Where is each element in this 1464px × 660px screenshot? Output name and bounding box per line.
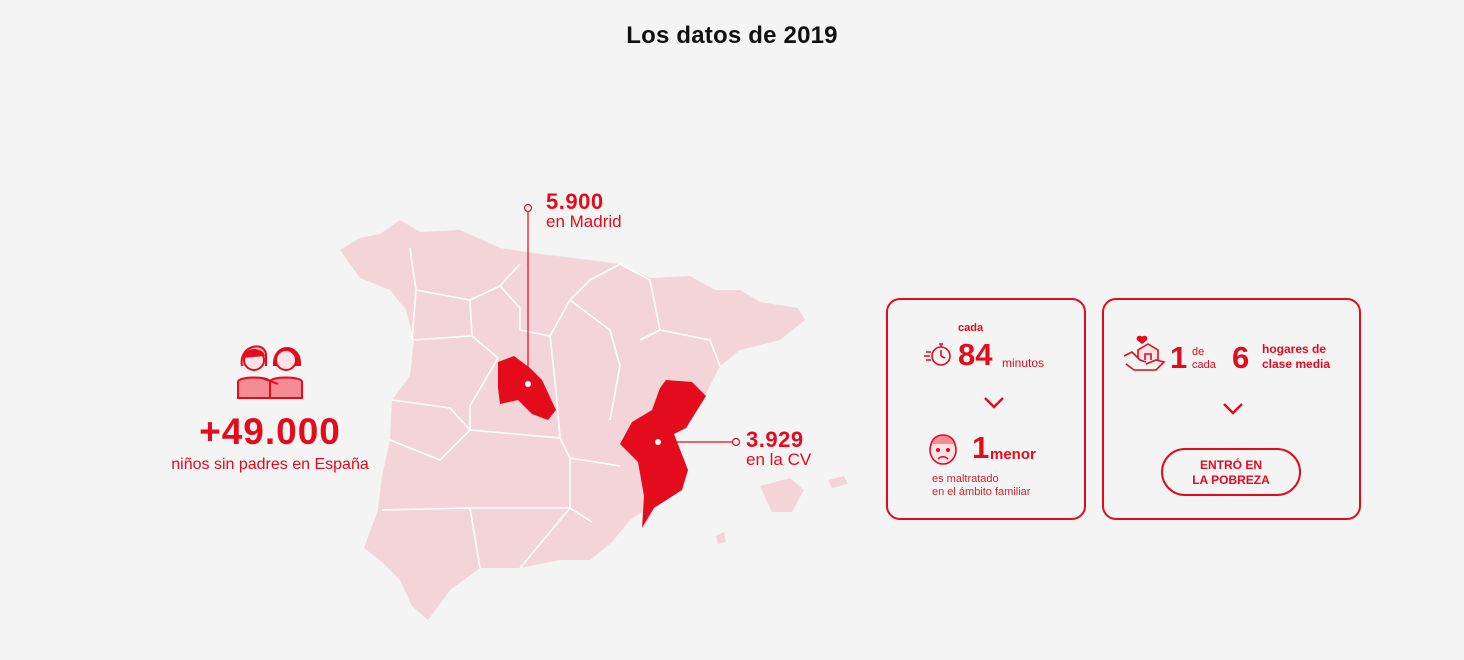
madrid-label: en Madrid [546, 212, 622, 231]
ratio-de: de [1192, 346, 1205, 358]
abuse-description-line2: en el ámbito familiar [932, 486, 1031, 498]
spain-map [340, 203, 848, 620]
abuse-description-line1: es maltratado [932, 473, 999, 485]
poverty-stat-card: 1 de cada 6 hogares de clase media ENTRÓ… [1102, 298, 1361, 520]
balearic-islands [716, 476, 848, 544]
spain-stat: +49.000 niños sin padres en España [160, 336, 380, 474]
ratio-cada: cada [1192, 359, 1216, 371]
poverty-button[interactable]: ENTRÓ EN LA POBREZA [1161, 448, 1301, 496]
spain-mainland [340, 220, 805, 620]
poverty-button-line2: LA POBREZA [1192, 473, 1270, 487]
madrid-callout-endpoint [523, 203, 533, 213]
poverty-button-line1: ENTRÓ EN [1199, 458, 1262, 472]
cv-label: en la CV [746, 450, 812, 469]
spain-total-value: +49.000 [199, 411, 341, 452]
cada-label: cada [958, 322, 984, 334]
minutes-label: minutos [1002, 356, 1045, 370]
chevron-down-icon [984, 397, 1004, 409]
hand-house-heart-icon [1123, 335, 1166, 371]
cv-value: 3.929 [746, 427, 804, 452]
households-line1: hogares de [1262, 342, 1327, 356]
comunidad-valenciana-region[interactable] [620, 380, 706, 528]
madrid-marker [525, 381, 531, 387]
minutes-value: 84 [958, 337, 993, 372]
page-title: Los datos de 2019 [626, 22, 838, 49]
cv-callout-endpoint [731, 437, 741, 447]
menor-label: menor [990, 446, 1036, 463]
madrid-value: 5.900 [546, 189, 604, 214]
madrid-callout: 5.900 en Madrid [546, 189, 622, 232]
households-line2: clase media [1262, 357, 1331, 371]
ratio-six: 6 [1232, 340, 1250, 375]
stopwatch-icon [924, 343, 951, 366]
menor-value: 1 [972, 430, 990, 465]
cv-callout: 3.929 en la CV [746, 427, 812, 470]
madrid-region[interactable] [498, 356, 556, 420]
abuse-stat-card: cada 84 minutos 1 menor es maltratado en… [886, 298, 1086, 520]
children-pair-icon [237, 345, 303, 399]
chevron-down-icon [1223, 403, 1243, 415]
sad-child-face-icon [929, 434, 957, 465]
cv-marker [655, 439, 661, 445]
ratio-one: 1 [1170, 340, 1188, 375]
spain-total-label: niños sin padres en España [171, 456, 369, 473]
